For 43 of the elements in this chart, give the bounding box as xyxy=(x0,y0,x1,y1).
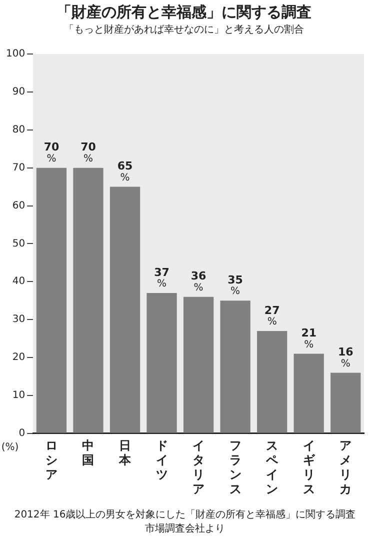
y-tick-label: 20 xyxy=(12,352,26,364)
bar xyxy=(257,330,288,433)
y-axis-title: (%) xyxy=(1,442,19,453)
data-label: 37% xyxy=(154,266,170,290)
bar xyxy=(294,354,324,433)
y-tick-label: 10 xyxy=(12,390,26,402)
x-tick-label: フランス xyxy=(229,438,242,496)
data-label: 16% xyxy=(338,346,354,370)
data-label: 70% xyxy=(80,140,96,164)
y-tick-label: 80 xyxy=(12,124,26,136)
x-tick-label: ロシア xyxy=(45,438,58,482)
bar xyxy=(146,293,177,433)
x-tick-label: アメリカ xyxy=(340,438,352,496)
x-tick-label: イタリア xyxy=(192,438,205,496)
y-tick-label: 70 xyxy=(12,162,26,174)
bar xyxy=(330,372,361,433)
y-tick-label: 0 xyxy=(18,428,26,439)
y-tick-label: 30 xyxy=(12,314,26,326)
data-label: 65% xyxy=(117,160,133,184)
y-tick-label: 40 xyxy=(12,276,26,288)
data-label: 36% xyxy=(190,270,207,294)
x-tick-label: ドイツ xyxy=(156,438,168,482)
x-tick-label: 日本 xyxy=(118,438,132,468)
data-label: 21% xyxy=(301,326,317,350)
y-tick-label: 100 xyxy=(6,48,26,60)
bar xyxy=(36,168,67,433)
y-tick-label: 60 xyxy=(12,200,26,212)
bar xyxy=(183,296,214,433)
data-label: 35% xyxy=(228,273,243,298)
text: 市場調査会社より xyxy=(145,522,225,535)
data-label: 70% xyxy=(44,140,60,164)
bar xyxy=(220,300,250,433)
y-tick-label: 50 xyxy=(12,238,26,250)
chart-subtitle: 「もっと財産があれば幸せなのに」と考える人の割合 xyxy=(64,24,304,36)
bar xyxy=(110,186,140,433)
text: 2012年 16歳以上の男女を対象にした「財産の所有と幸福感」に関する調査 xyxy=(14,508,356,521)
chart-title: 「財産の所有と幸福感」に関する調査 xyxy=(56,2,312,21)
bar xyxy=(73,168,104,433)
x-tick-label: スペイン xyxy=(265,438,280,496)
x-tick-label: 中国 xyxy=(82,438,94,468)
y-tick-label: 90 xyxy=(12,86,26,98)
data-label: 27% xyxy=(264,304,280,328)
x-tick-label: イギリス xyxy=(302,438,316,496)
